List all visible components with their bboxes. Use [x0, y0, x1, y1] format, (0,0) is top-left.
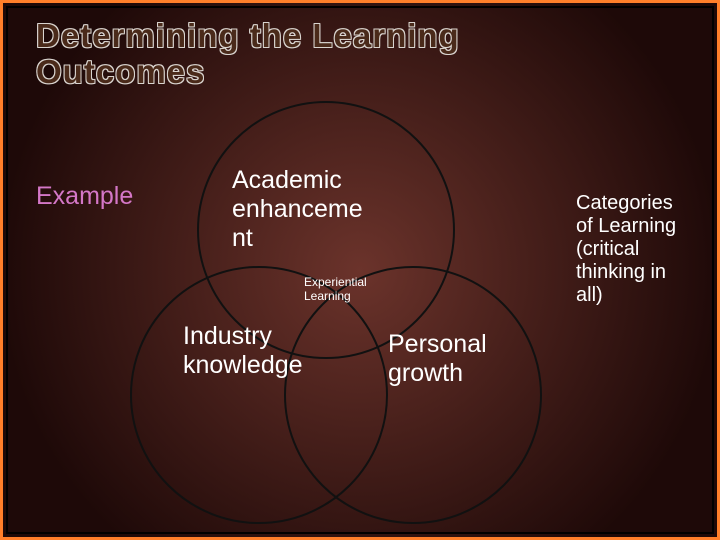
- venn-circle-right: [285, 267, 541, 523]
- personal-label: Personal growth: [388, 330, 487, 388]
- experiential-label: Experiential Learning: [304, 276, 367, 304]
- slide: Determining the Learning Outcomes Exampl…: [0, 0, 720, 540]
- academic-label: Academic enhanceme nt: [232, 166, 363, 252]
- categories-label: Categories of Learning (critical thinkin…: [576, 192, 676, 307]
- venn-circle-left: [131, 267, 387, 523]
- example-label: Example: [36, 182, 133, 211]
- industry-label: Industry knowledge: [183, 322, 303, 380]
